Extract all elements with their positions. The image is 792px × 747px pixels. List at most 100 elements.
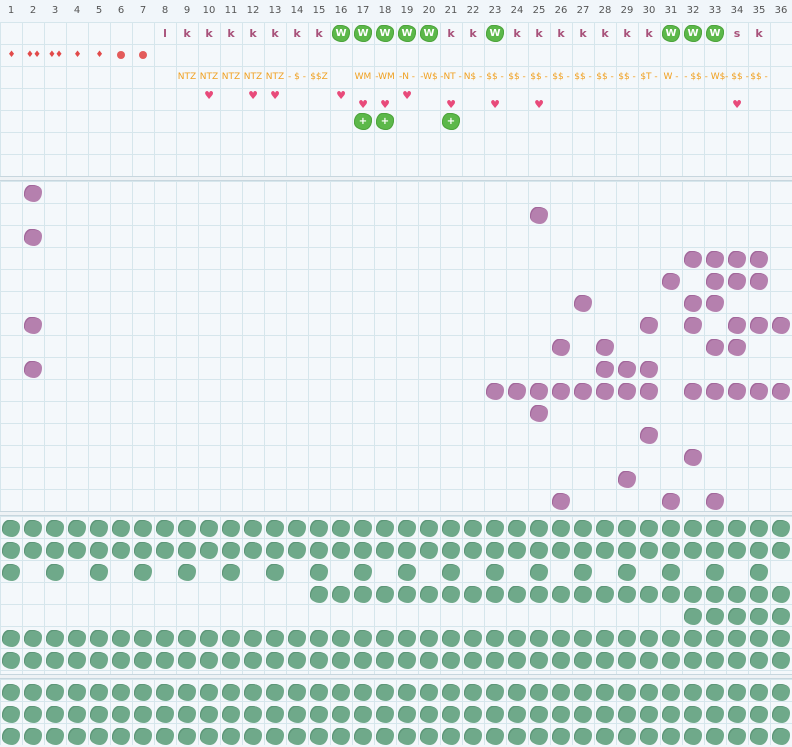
green-cell[interactable]: [616, 627, 638, 649]
green-cell[interactable]: [440, 539, 462, 561]
green-cell[interactable]: [154, 517, 176, 539]
green-cell[interactable]: [462, 517, 484, 539]
green-cell[interactable]: [0, 725, 22, 747]
green-cell[interactable]: [44, 703, 66, 725]
green-cell[interactable]: [462, 725, 484, 747]
green-blob-tile[interactable]: [552, 585, 570, 603]
green-cell[interactable]: [528, 539, 550, 561]
green-blob-tile[interactable]: [530, 585, 548, 603]
green-blob-tile[interactable]: [398, 727, 416, 745]
purple-cell[interactable]: [616, 468, 638, 490]
green-cell[interactable]: [704, 627, 726, 649]
green-cell[interactable]: [572, 517, 594, 539]
green-cell[interactable]: [66, 703, 88, 725]
letter-cell[interactable]: k: [550, 22, 572, 44]
purple-blob-tile[interactable]: [640, 316, 658, 334]
green-cell[interactable]: [44, 627, 66, 649]
green-cell[interactable]: [572, 725, 594, 747]
green-blob-tile[interactable]: [728, 683, 746, 701]
green-blob-tile[interactable]: [46, 683, 64, 701]
purple-cell[interactable]: [682, 292, 704, 314]
green-cell[interactable]: [440, 681, 462, 703]
purple-blob-tile[interactable]: [640, 426, 658, 444]
green-blob-tile[interactable]: [596, 683, 614, 701]
green-blob-tile[interactable]: [530, 683, 548, 701]
green-cell[interactable]: [352, 583, 374, 605]
heart-cell[interactable]: ♥: [528, 93, 550, 115]
green-blob-tile[interactable]: [244, 705, 262, 723]
green-cell[interactable]: [44, 725, 66, 747]
green-blob-tile[interactable]: [2, 683, 20, 701]
green-cell[interactable]: [198, 681, 220, 703]
green-blob-tile[interactable]: [310, 651, 328, 669]
green-cell[interactable]: [22, 627, 44, 649]
green-blob-tile[interactable]: [684, 651, 702, 669]
green-cell[interactable]: [528, 583, 550, 605]
letter-cell[interactable]: W: [660, 22, 682, 44]
green-cell[interactable]: [704, 725, 726, 747]
green-blob-tile[interactable]: [618, 585, 636, 603]
purple-blob-tile[interactable]: [706, 382, 724, 400]
green-cell[interactable]: [220, 627, 242, 649]
green-blob-tile[interactable]: [552, 727, 570, 745]
green-blob-tile[interactable]: [354, 541, 372, 559]
green-cell[interactable]: [770, 627, 792, 649]
letter-cell[interactable]: W: [396, 22, 418, 44]
green-blob-tile[interactable]: [68, 727, 86, 745]
green-cell[interactable]: [176, 725, 198, 747]
green-cell[interactable]: [154, 681, 176, 703]
green-cell[interactable]: [220, 517, 242, 539]
green-blob-tile[interactable]: [200, 519, 218, 537]
purple-cell[interactable]: [660, 270, 682, 292]
green-blob-tile[interactable]: [574, 727, 592, 745]
letter-cell[interactable]: k: [440, 22, 462, 44]
green-blob-tile[interactable]: [332, 629, 350, 647]
green-cell[interactable]: [88, 725, 110, 747]
green-blob-tile[interactable]: [68, 651, 86, 669]
green-cell[interactable]: [594, 703, 616, 725]
green-cell[interactable]: [176, 517, 198, 539]
green-blob-tile[interactable]: [574, 519, 592, 537]
green-cell[interactable]: [396, 681, 418, 703]
letter-cell[interactable]: W: [418, 22, 440, 44]
letter-cell[interactable]: k: [616, 22, 638, 44]
green-blob-tile[interactable]: [530, 519, 548, 537]
green-blob-tile[interactable]: [684, 519, 702, 537]
green-blob-tile[interactable]: [772, 541, 790, 559]
green-blob-tile[interactable]: [530, 651, 548, 669]
green-blob-tile[interactable]: [2, 541, 20, 559]
green-cell[interactable]: [264, 725, 286, 747]
green-blob-tile[interactable]: [24, 651, 42, 669]
green-blob-tile[interactable]: [244, 727, 262, 745]
green-cell[interactable]: [286, 681, 308, 703]
w-blob-tile[interactable]: W: [486, 24, 504, 42]
green-cell[interactable]: [704, 605, 726, 627]
code-cell[interactable]: $$ -: [572, 66, 594, 88]
green-cell[interactable]: [0, 561, 22, 583]
green-blob-tile[interactable]: [398, 541, 416, 559]
green-blob-tile[interactable]: [178, 541, 196, 559]
letter-cell[interactable]: k: [594, 22, 616, 44]
green-blob-tile[interactable]: [442, 585, 460, 603]
green-blob-tile[interactable]: [464, 629, 482, 647]
green-cell[interactable]: [726, 517, 748, 539]
green-cell[interactable]: [638, 583, 660, 605]
letter-cell[interactable]: k: [264, 22, 286, 44]
green-blob-tile[interactable]: [684, 683, 702, 701]
purple-blob-tile[interactable]: [618, 470, 636, 488]
green-cell[interactable]: [242, 725, 264, 747]
letter-cell[interactable]: k: [638, 22, 660, 44]
green-blob-tile[interactable]: [90, 651, 108, 669]
green-cell[interactable]: [550, 517, 572, 539]
green-blob-tile[interactable]: [750, 629, 768, 647]
purple-cell[interactable]: [704, 336, 726, 358]
letter-cell[interactable]: k: [748, 22, 770, 44]
green-blob-tile[interactable]: [46, 541, 64, 559]
green-blob-tile[interactable]: [134, 541, 152, 559]
purple-blob-tile[interactable]: [728, 272, 746, 290]
green-cell[interactable]: [352, 561, 374, 583]
green-blob-tile[interactable]: [618, 629, 636, 647]
green-blob-tile[interactable]: [134, 683, 152, 701]
green-cell[interactable]: [484, 725, 506, 747]
green-cell[interactable]: [374, 681, 396, 703]
